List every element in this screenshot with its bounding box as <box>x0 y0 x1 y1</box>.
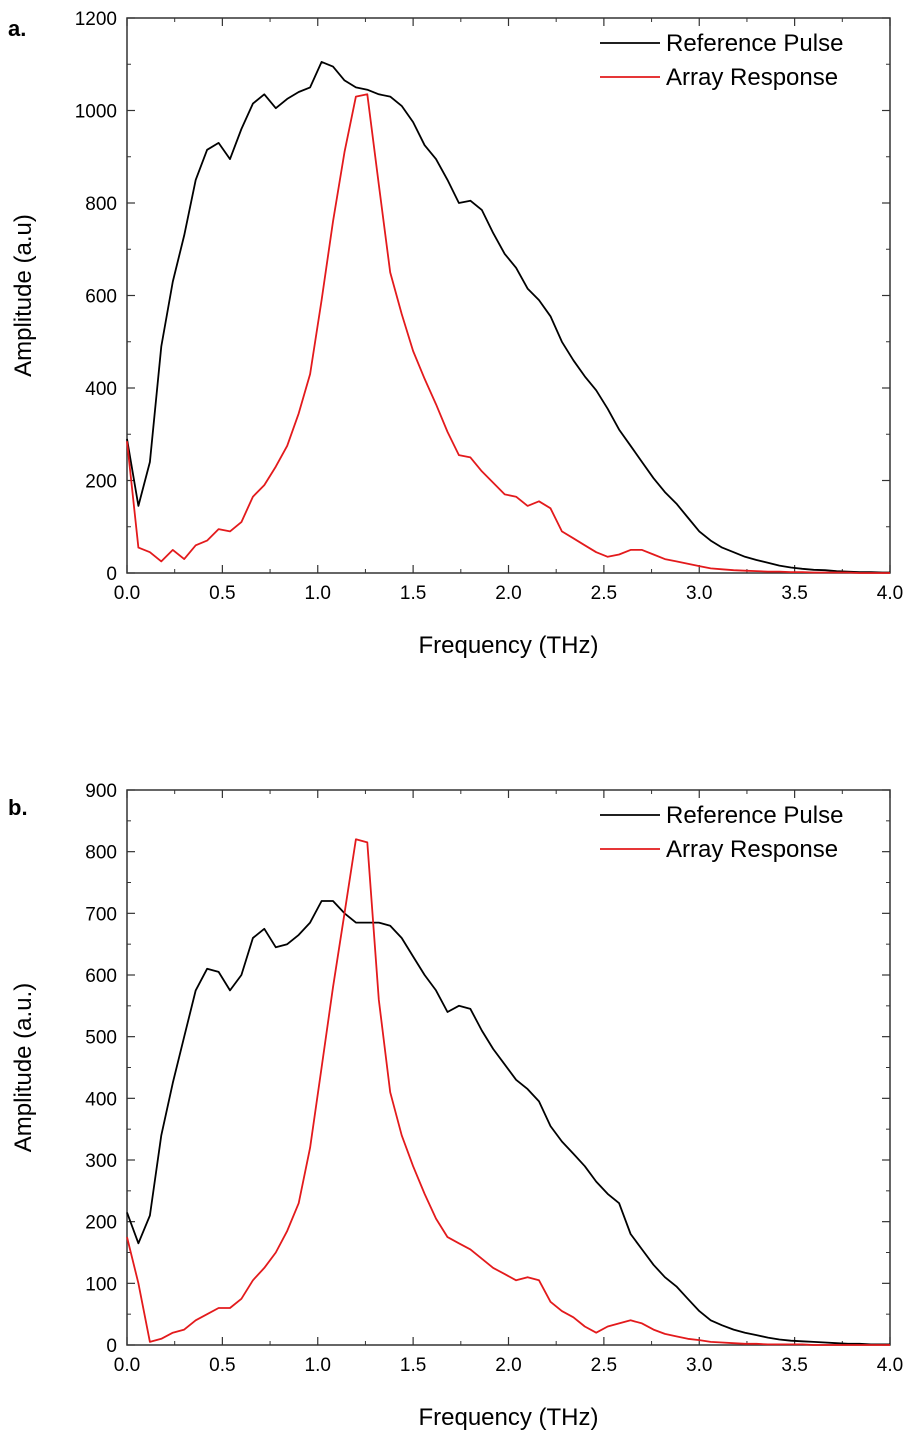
y-tick-label: 200 <box>85 472 117 493</box>
y-tick-label: 600 <box>85 966 117 987</box>
legend-label: Reference Pulse <box>666 30 843 57</box>
y-tick-label: 0 <box>106 1336 117 1357</box>
x-tick-label: 4.0 <box>877 1355 903 1376</box>
x-tick-label: 0.5 <box>209 583 235 604</box>
y-tick-label: 1200 <box>75 9 117 30</box>
x-tick-label: 0.5 <box>209 1355 235 1376</box>
y-tick-label: 300 <box>85 1151 117 1172</box>
x-tick-label: 1.5 <box>400 583 426 604</box>
x-tick-label: 0.0 <box>114 1355 140 1376</box>
x-tick-label: 1.0 <box>305 1355 331 1376</box>
x-tick-label: 2.0 <box>495 1355 521 1376</box>
x-tick-label: 2.0 <box>495 583 521 604</box>
x-tick-label: 2.5 <box>591 583 617 604</box>
y-tick-label: 200 <box>85 1213 117 1234</box>
y-axis-title: Amplitude (a.u.) <box>10 983 37 1152</box>
y-tick-label: 800 <box>85 194 117 215</box>
y-tick-label: 0 <box>106 564 117 585</box>
panel-label: a. <box>8 16 26 41</box>
y-tick-label: 1000 <box>75 102 117 123</box>
y-tick-label: 500 <box>85 1028 117 1049</box>
series-line-array-response <box>126 93 890 574</box>
x-axis-title: Frequency (THz) <box>418 1404 598 1431</box>
legend-label: Array Response <box>666 64 838 91</box>
panel-label: b. <box>8 795 28 820</box>
x-tick-label: 1.0 <box>305 583 331 604</box>
x-tick-label: 1.5 <box>400 1355 426 1376</box>
y-tick-label: 700 <box>85 904 117 925</box>
x-tick-label: 3.5 <box>781 1355 807 1376</box>
y-tick-label: 600 <box>85 287 117 308</box>
legend-label: Reference Pulse <box>666 802 843 829</box>
plot-frame <box>126 789 891 1346</box>
y-tick-label: 100 <box>85 1274 117 1295</box>
legend-label: Array Response <box>666 836 838 863</box>
x-tick-label: 3.0 <box>686 1355 712 1376</box>
chart-panel-a: a. 0.0 0.5 1.0 1.5 2.0 2.5 3.0 3.5 4.0 0 200 400 600 8… <box>8 9 903 659</box>
x-tick-label: 3.0 <box>686 583 712 604</box>
chart-panel-b: b. 0.0 0.5 1.0 1.5 2.0 2.5 3.0 3.5 4.0 0 100 200 300 4… <box>8 781 903 1431</box>
x-tick-label: 4.0 <box>877 583 903 604</box>
series-line-array-response <box>126 838 890 1346</box>
series-line-reference-pulse <box>126 900 890 1346</box>
plot-frame <box>126 17 891 574</box>
x-axis-title: Frequency (THz) <box>418 632 598 659</box>
y-tick-label: 400 <box>85 1089 117 1110</box>
series-line-reference-pulse <box>126 61 890 574</box>
x-tick-label: 3.5 <box>781 583 807 604</box>
x-tick-label: 0.0 <box>114 583 140 604</box>
x-tick-label: 2.5 <box>591 1355 617 1376</box>
y-tick-label: 400 <box>85 379 117 400</box>
y-axis-title: Amplitude (a.u) <box>10 214 37 377</box>
y-tick-label: 800 <box>85 843 117 864</box>
y-tick-label: 900 <box>85 781 117 802</box>
